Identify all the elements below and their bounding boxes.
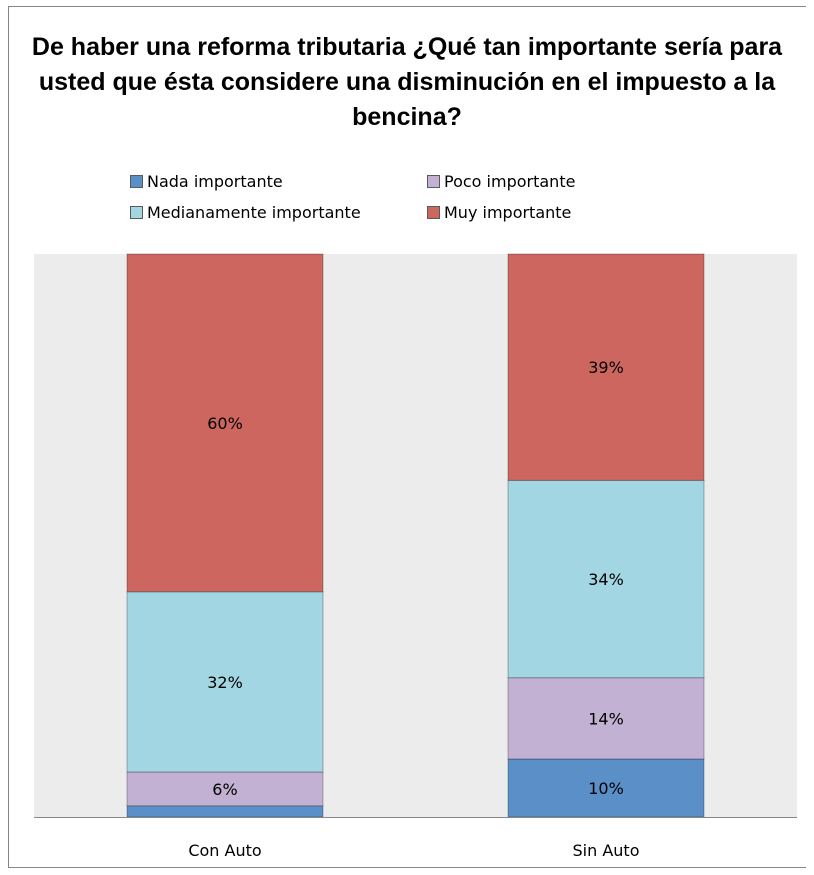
bar-segment-4-con-auto	[126, 253, 324, 593]
data-label: 6%	[212, 780, 237, 799]
data-label: 34%	[588, 570, 624, 589]
data-label: 60%	[207, 414, 243, 433]
bar-segment-1-sin-auto	[507, 758, 705, 818]
x-tick-label: Sin Auto	[573, 841, 640, 860]
chart-title: De haber una reforma tributaria ¿Qué tan…	[31, 33, 783, 131]
bar-segment-2-con-auto	[126, 771, 324, 807]
bar-segment-4-sin-auto	[507, 253, 705, 481]
bar-segment-2-sin-auto	[507, 677, 705, 760]
bar-segment-3-con-auto	[126, 591, 324, 773]
bar-segment-1-con-auto	[126, 805, 324, 818]
data-label: 10%	[588, 779, 624, 798]
x-tick-label: Con Auto	[188, 841, 261, 860]
data-label: 32%	[207, 673, 243, 692]
bars-group: 6% 32% 60% 10% 14% 34% 39%	[126, 253, 705, 818]
x-tick-labels: Con Auto Sin Auto	[188, 841, 639, 860]
data-label: 14%	[588, 709, 624, 728]
data-label: 39%	[588, 358, 624, 377]
